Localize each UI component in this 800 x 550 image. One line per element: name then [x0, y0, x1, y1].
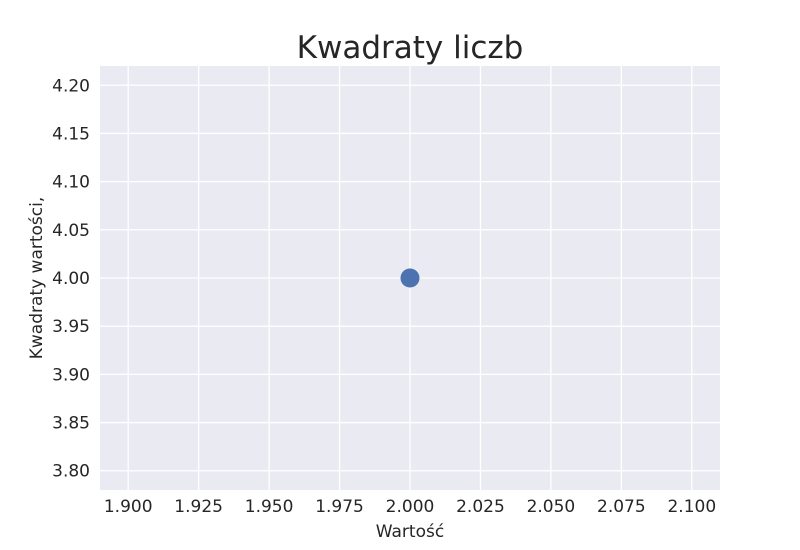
x-axis-label: Wartość	[376, 522, 444, 542]
data-point	[400, 268, 420, 288]
x-tick-labels: 1.900 1.925 1.950 1.975 2.000 2.025 2.050 2.075…	[104, 497, 716, 517]
data-points	[400, 268, 420, 288]
y-tick-labels: 3.80 3.85 3.90 3.95 4.00 4.05 4.10 4.15 4.20	[52, 76, 90, 481]
x-tick-label: 1.950	[245, 497, 294, 517]
y-tick-label: 3.80	[52, 462, 90, 482]
y-tick-label: 4.05	[52, 221, 90, 241]
chart-title: Kwadraty liczb	[297, 30, 524, 66]
y-axis-label: Kwadraty wartości,	[27, 197, 47, 360]
x-tick-label: 1.925	[174, 497, 223, 517]
x-tick-label: 2.050	[527, 497, 576, 517]
y-tick-label: 4.20	[52, 76, 90, 96]
y-tick-label: 3.85	[52, 414, 90, 434]
x-tick-label: 2.000	[386, 497, 435, 517]
y-tick-label: 4.00	[52, 269, 90, 289]
x-tick-label: 2.025	[456, 497, 505, 517]
x-tick-label: 2.100	[667, 497, 716, 517]
y-tick-label: 3.95	[52, 317, 90, 337]
y-tick-label: 4.15	[52, 124, 90, 144]
x-tick-label: 1.975	[315, 497, 364, 517]
y-tick-label: 4.10	[52, 173, 90, 193]
x-tick-label: 1.900	[104, 497, 153, 517]
y-tick-label: 3.90	[52, 365, 90, 385]
x-tick-label: 2.075	[597, 497, 646, 517]
